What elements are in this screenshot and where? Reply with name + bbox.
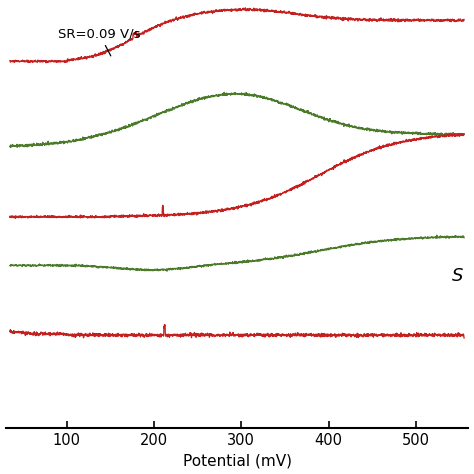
X-axis label: Potential (mV): Potential (mV) xyxy=(182,454,292,468)
Text: SR=0.09 V/s: SR=0.09 V/s xyxy=(58,27,140,56)
Text: S: S xyxy=(452,267,464,285)
